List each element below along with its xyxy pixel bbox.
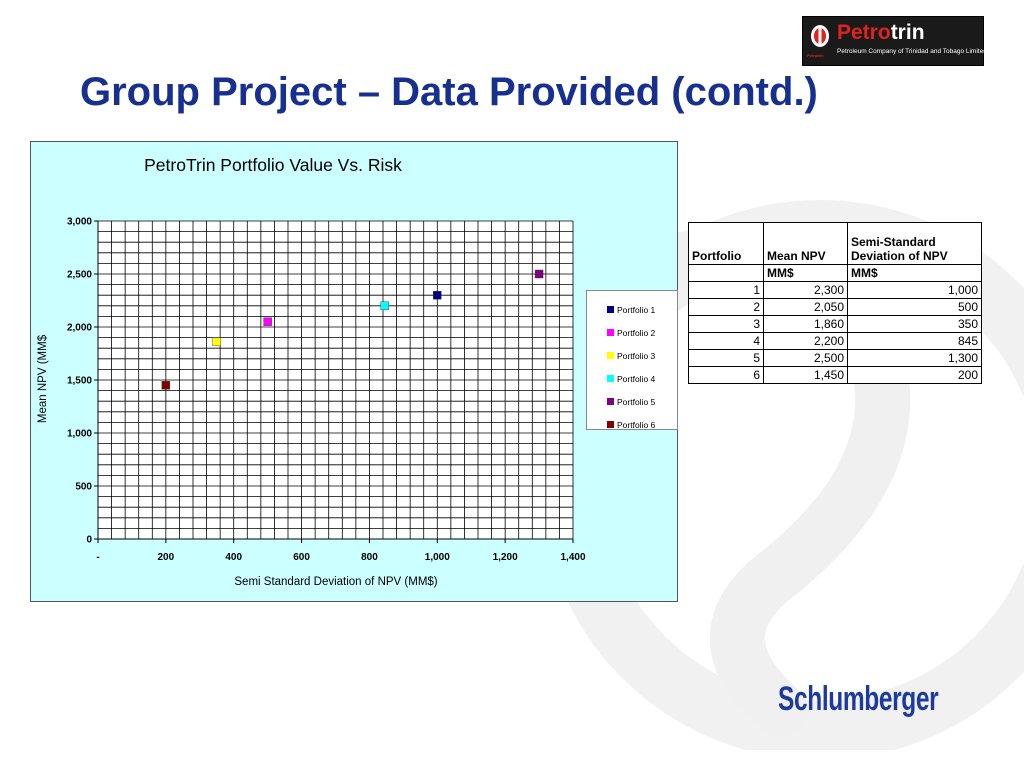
- schlumberger-logo: Schlumberger: [778, 680, 939, 718]
- table-units-row: MM$ MM$: [688, 264, 982, 282]
- legend-item-portfolio-5: Portfolio 5: [587, 390, 677, 413]
- x-tick-label: 400: [225, 552, 242, 563]
- table-cell: 2,500: [763, 349, 848, 367]
- table-row: 3 1,860 350: [688, 315, 982, 333]
- x-tick-label: 200: [158, 552, 175, 563]
- table-row: 6 1,450 200: [688, 366, 982, 384]
- y-tick-label: 3,000: [67, 217, 92, 228]
- table-row: 4 2,200 845: [688, 332, 982, 350]
- y-tick-label: 2,500: [67, 270, 92, 281]
- logo-name-white: trin: [890, 21, 925, 44]
- y-tick-label: 1,500: [67, 376, 92, 387]
- logo-small-text: Petrotrin: [807, 53, 824, 58]
- page-title: Group Project – Data Provided (contd.): [80, 70, 818, 114]
- logo-tagline: Petroleum Company of Trinidad and Tobago…: [837, 48, 987, 55]
- table-cell: 1,300: [847, 349, 982, 367]
- table-cell: 1,000: [847, 281, 982, 299]
- x-tick-label: 600: [293, 552, 310, 563]
- unit-semi-std-dev: MM$: [847, 264, 982, 282]
- table-cell: 6: [688, 366, 764, 384]
- legend-label: Portfolio 5: [617, 396, 656, 407]
- header-portfolio: Portfolio: [688, 222, 764, 265]
- table-row: 5 2,500 1,300: [688, 349, 982, 367]
- unit-portfolio: [688, 264, 764, 282]
- legend-swatch: [607, 329, 614, 336]
- x-axis-label: Semi Standard Deviation of NPV (MM$): [234, 576, 437, 588]
- chart-grid: [97, 220, 574, 540]
- legend-label: Portfolio 1: [617, 304, 656, 315]
- table-cell: 2,050: [763, 298, 848, 316]
- table-cell: 350: [847, 315, 982, 333]
- data-point-portfolio-3: [212, 337, 221, 347]
- legend-label: Portfolio 2: [617, 327, 656, 338]
- table-row: 2 2,050 500: [688, 298, 982, 316]
- x-tick-label: 800: [361, 552, 378, 563]
- x-tick-label: 1,400: [560, 552, 585, 563]
- chart-title: PetroTrin Portfolio Value Vs. Risk: [144, 155, 402, 175]
- table-cell: 845: [847, 332, 982, 350]
- table-cell: 5: [688, 349, 764, 367]
- legend-label: Portfolio 6: [617, 419, 656, 430]
- table-row: 1 2,300 1,000: [688, 281, 982, 299]
- legend-item-portfolio-6: Portfolio 6: [587, 413, 677, 436]
- legend-swatch: [607, 421, 614, 428]
- scatter-chart: PetroTrin Portfolio Value Vs. Risk 0 500 1…: [37, 155, 586, 588]
- table-cell: 3: [688, 315, 764, 333]
- petrotrin-logo: Petrotrin Petrotrin Petroleum Company of…: [802, 16, 987, 66]
- legend-item-portfolio-2: Portfolio 2: [587, 321, 677, 344]
- header-mean-npv: Mean NPV: [763, 222, 848, 265]
- logo-wordmark: Petrotrin: [837, 21, 925, 45]
- y-tick-label: 500: [75, 482, 92, 493]
- legend-item-portfolio-4: Portfolio 4: [587, 367, 677, 390]
- chart-legend: Portfolio 1 Portfolio 2 Portfolio 3 Portfol…: [586, 290, 678, 430]
- table-cell: 2,200: [763, 332, 848, 350]
- y-tick-label: 2,000: [67, 323, 92, 334]
- table-cell: 1: [688, 281, 764, 299]
- table-cell: 1,860: [763, 315, 848, 333]
- data-point-portfolio-2: [263, 317, 272, 326]
- y-axis-label: Mean NPV (MM$: [37, 334, 49, 423]
- legend-swatch: [607, 398, 614, 405]
- table-cell: 1,450: [763, 366, 848, 384]
- data-point-portfolio-4: [380, 301, 389, 311]
- data-point-portfolio-5: [534, 269, 544, 279]
- y-tick-label: 1,000: [67, 429, 92, 440]
- legend-swatch: [607, 352, 614, 359]
- logo-name-red: Petro: [837, 21, 891, 44]
- table-cell: 500: [847, 298, 982, 316]
- chart-area: PetroTrin Portfolio Value Vs. Risk 0 500 1…: [30, 141, 678, 602]
- portfolio-data-table: Portfolio Mean NPV Semi-Standard Deviati…: [688, 222, 982, 384]
- chart-points: [161, 269, 544, 390]
- header-semi-std-dev: Semi-Standard Deviation of NPV: [847, 222, 982, 265]
- data-point-portfolio-6: [161, 381, 171, 390]
- legend-swatch: [607, 306, 614, 313]
- table-cell: 2,300: [763, 281, 848, 299]
- legend-item-portfolio-3: Portfolio 3: [587, 344, 677, 367]
- table-cell: 4: [688, 332, 764, 350]
- legend-label: Portfolio 3: [617, 350, 656, 361]
- x-tick-label: -: [96, 552, 99, 563]
- unit-mean-npv: MM$: [763, 264, 848, 282]
- table-header-row: Portfolio Mean NPV Semi-Standard Deviati…: [688, 222, 982, 265]
- legend-label: Portfolio 4: [617, 373, 656, 384]
- petrotrin-emblem-icon: [811, 25, 829, 47]
- table-cell: 200: [847, 366, 982, 384]
- x-tick-label: 1,200: [493, 552, 518, 563]
- legend-swatch: [607, 375, 614, 382]
- legend-item-portfolio-1: Portfolio 1: [587, 298, 677, 321]
- data-point-portfolio-1: [433, 290, 442, 300]
- table-body: 1 2,300 1,000 2 2,050 500 3 1,860 350 4 2,200 845 5 2…: [688, 281, 982, 384]
- chart-axes: 0 500 1,000 1,500 2,000 2,500 3,000 - 200 400 600 8…: [67, 217, 586, 564]
- x-tick-label: 1,000: [425, 552, 450, 563]
- table-cell: 2: [688, 298, 764, 316]
- y-tick-label: 0: [86, 535, 92, 546]
